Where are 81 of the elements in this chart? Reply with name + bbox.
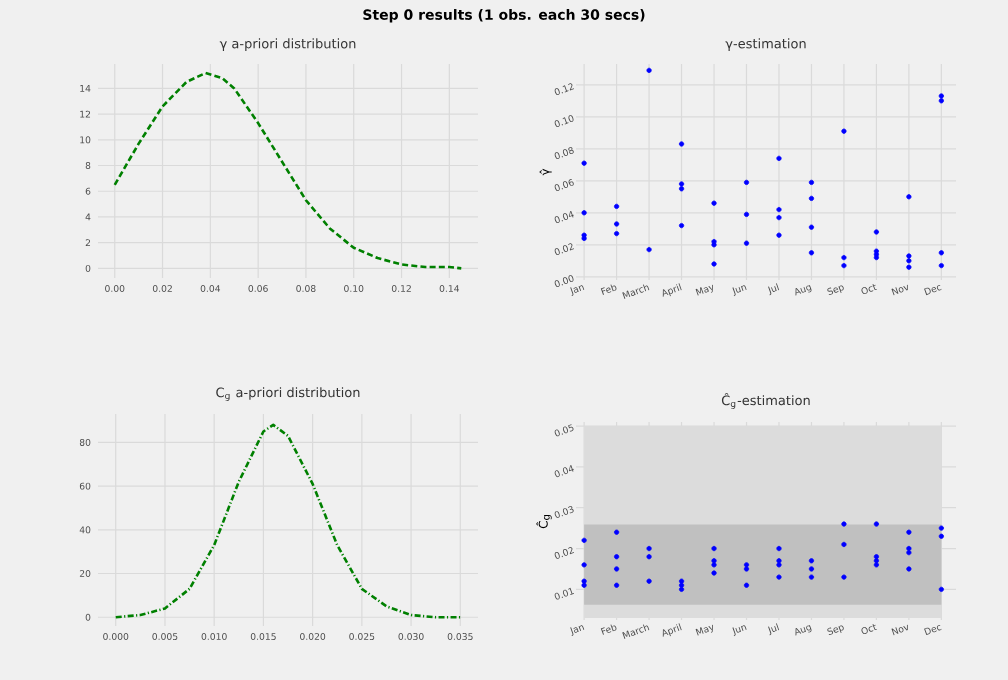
point	[808, 224, 815, 230]
point	[678, 181, 685, 187]
line-series	[114, 423, 462, 619]
point	[841, 128, 847, 134]
point	[614, 582, 620, 588]
point	[581, 235, 587, 241]
point	[711, 200, 717, 206]
point	[873, 229, 880, 235]
point	[678, 578, 685, 584]
point	[743, 179, 750, 185]
point	[646, 545, 652, 552]
point	[841, 574, 847, 580]
point	[678, 186, 685, 192]
point	[581, 562, 587, 568]
point	[906, 545, 912, 552]
point	[614, 529, 620, 535]
point	[581, 582, 587, 588]
point	[711, 261, 717, 267]
point	[938, 533, 944, 539]
point	[743, 211, 750, 217]
point	[711, 562, 717, 568]
point	[938, 525, 944, 531]
point	[938, 98, 944, 104]
point	[873, 562, 880, 568]
point	[938, 250, 944, 256]
point	[646, 246, 652, 253]
point	[776, 545, 782, 552]
point	[776, 214, 782, 221]
point	[678, 222, 685, 229]
point	[678, 586, 685, 592]
point	[906, 253, 912, 259]
point	[646, 67, 652, 73]
point	[906, 529, 912, 535]
point	[743, 240, 750, 246]
point	[841, 541, 847, 548]
point	[776, 574, 782, 580]
point	[841, 262, 847, 269]
point	[743, 582, 750, 588]
point	[614, 221, 620, 227]
point	[808, 566, 815, 572]
point	[614, 554, 620, 560]
point	[711, 570, 717, 576]
point	[743, 566, 750, 572]
point	[776, 206, 782, 213]
point	[776, 155, 782, 161]
point	[776, 558, 782, 564]
point	[581, 210, 587, 216]
point	[581, 578, 587, 584]
point	[873, 521, 880, 527]
point	[614, 203, 620, 209]
point	[678, 141, 685, 147]
point	[808, 250, 815, 256]
point	[841, 254, 847, 261]
point	[938, 262, 944, 269]
point	[614, 230, 620, 237]
point	[646, 578, 652, 584]
point	[873, 554, 880, 560]
point	[808, 195, 815, 201]
point	[646, 554, 652, 560]
point	[711, 545, 717, 552]
point	[614, 566, 620, 572]
point	[581, 160, 587, 166]
point	[581, 232, 587, 238]
point	[873, 558, 880, 564]
point	[678, 582, 685, 588]
point	[938, 586, 944, 592]
point	[581, 537, 587, 543]
point	[906, 258, 912, 264]
point	[808, 179, 815, 185]
point	[776, 232, 782, 238]
point	[906, 566, 912, 572]
point	[841, 521, 847, 527]
point	[776, 562, 782, 568]
point	[711, 558, 717, 564]
point	[906, 264, 912, 270]
point	[743, 562, 750, 568]
point	[808, 558, 815, 564]
point	[938, 93, 944, 99]
point	[906, 550, 912, 556]
point	[808, 574, 815, 580]
point	[906, 194, 912, 200]
